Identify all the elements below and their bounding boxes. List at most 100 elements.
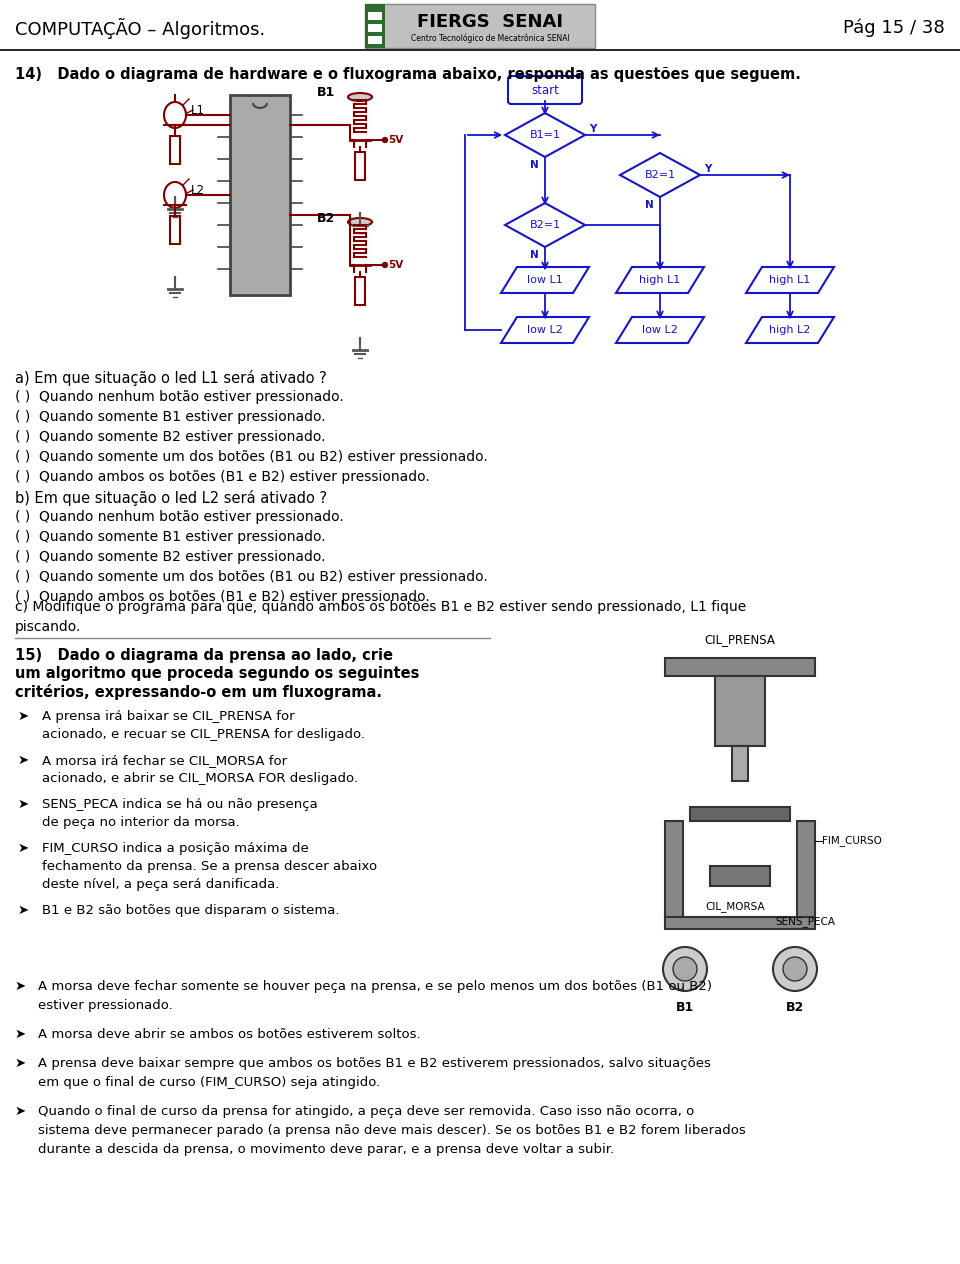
Text: Centro Tecnológico de Mecatrônica SENAI: Centro Tecnológico de Mecatrônica SENAI (411, 33, 569, 43)
Polygon shape (501, 267, 589, 293)
FancyBboxPatch shape (230, 95, 290, 295)
Text: ➤: ➤ (15, 1028, 26, 1042)
Text: low L2: low L2 (642, 325, 678, 335)
Circle shape (382, 263, 388, 268)
Text: B2: B2 (317, 211, 335, 225)
Polygon shape (616, 267, 704, 293)
Text: A prensa irá baixar se CIL_PRENSA for: A prensa irá baixar se CIL_PRENSA for (42, 710, 295, 723)
Text: 15)   Dado o diagrama da prensa ao lado, crie: 15) Dado o diagrama da prensa ao lado, c… (15, 648, 393, 664)
Polygon shape (505, 112, 585, 157)
Text: Quando o final de curso da prensa for atingido, a peça deve ser removida. Caso i: Quando o final de curso da prensa for at… (38, 1105, 694, 1117)
FancyBboxPatch shape (665, 916, 815, 929)
Text: B2=1: B2=1 (644, 169, 676, 179)
Text: FIERGS  SENAI: FIERGS SENAI (417, 13, 563, 32)
Text: ➤: ➤ (18, 904, 29, 916)
Text: ➤: ➤ (18, 842, 29, 854)
Text: high L1: high L1 (639, 276, 681, 284)
Text: fechamento da prensa. Se a prensa descer abaixo: fechamento da prensa. Se a prensa descer… (42, 860, 377, 873)
Text: A morsa deve fechar somente se houver peça na prensa, e se pelo menos um dos bot: A morsa deve fechar somente se houver pe… (38, 980, 712, 994)
FancyBboxPatch shape (797, 822, 815, 921)
Text: ( )  Quando somente B2 estiver pressionado.: ( ) Quando somente B2 estiver pressionad… (15, 430, 325, 444)
Polygon shape (501, 317, 589, 343)
FancyBboxPatch shape (368, 35, 382, 44)
Text: low L2: low L2 (527, 325, 563, 335)
FancyBboxPatch shape (690, 806, 790, 822)
FancyBboxPatch shape (710, 866, 770, 886)
FancyBboxPatch shape (365, 4, 385, 48)
Polygon shape (620, 153, 700, 197)
Text: B1 e B2 são botões que disparam o sistema.: B1 e B2 são botões que disparam o sistem… (42, 904, 340, 916)
Text: B2: B2 (786, 1001, 804, 1014)
Text: SENS_PECA indica se há ou não presença: SENS_PECA indica se há ou não presença (42, 798, 318, 811)
Text: acionado, e recuar se CIL_PRENSA for desligado.: acionado, e recuar se CIL_PRENSA for des… (42, 728, 365, 741)
FancyBboxPatch shape (170, 216, 180, 244)
Text: high L2: high L2 (769, 325, 810, 335)
Text: B2=1: B2=1 (529, 220, 561, 230)
Text: em que o final de curso (FIM_CURSO) seja atingido.: em que o final de curso (FIM_CURSO) seja… (38, 1076, 380, 1090)
Text: SENS_PECA: SENS_PECA (775, 916, 835, 927)
Ellipse shape (348, 217, 372, 226)
Text: ➤: ➤ (18, 798, 29, 811)
Text: acionado, e abrir se CIL_MORSA FOR desligado.: acionado, e abrir se CIL_MORSA FOR desli… (42, 772, 358, 785)
Text: ( )  Quando ambos os botões (B1 e B2) estiver pressionado.: ( ) Quando ambos os botões (B1 e B2) est… (15, 470, 430, 484)
Text: B1: B1 (317, 86, 335, 100)
FancyBboxPatch shape (665, 659, 815, 676)
Polygon shape (505, 204, 585, 246)
Text: CIL_PRENSA: CIL_PRENSA (705, 633, 776, 646)
Text: ( )  Quando ambos os botões (B1 e B2) estiver pressionado.: ( ) Quando ambos os botões (B1 e B2) est… (15, 590, 430, 604)
Text: high L1: high L1 (769, 276, 810, 284)
Text: 5V: 5V (388, 260, 403, 270)
Text: estiver pressionado.: estiver pressionado. (38, 999, 173, 1012)
Text: ( )  Quando somente B2 estiver pressionado.: ( ) Quando somente B2 estiver pressionad… (15, 550, 325, 564)
Text: deste nível, a peça será danificada.: deste nível, a peça será danificada. (42, 878, 279, 891)
Text: ➤: ➤ (18, 755, 29, 767)
Text: ➤: ➤ (15, 1105, 26, 1117)
Text: L2: L2 (191, 183, 205, 196)
Polygon shape (746, 267, 834, 293)
Text: ( )  Quando nenhum botão estiver pressionado.: ( ) Quando nenhum botão estiver pression… (15, 509, 344, 525)
Text: low L1: low L1 (527, 276, 563, 284)
Text: A morsa deve abrir se ambos os botões estiverem soltos.: A morsa deve abrir se ambos os botões es… (38, 1028, 420, 1042)
FancyBboxPatch shape (365, 4, 595, 48)
Text: start: start (531, 83, 559, 96)
FancyBboxPatch shape (355, 277, 365, 305)
Text: ( )  Quando somente B1 estiver pressionado.: ( ) Quando somente B1 estiver pressionad… (15, 410, 325, 423)
Text: ➤: ➤ (15, 1057, 26, 1071)
Circle shape (382, 138, 388, 143)
Text: N: N (645, 200, 654, 210)
FancyBboxPatch shape (355, 152, 365, 179)
Ellipse shape (348, 94, 372, 101)
FancyBboxPatch shape (715, 676, 765, 746)
FancyBboxPatch shape (368, 24, 382, 32)
Text: ( )  Quando somente B1 estiver pressionado.: ( ) Quando somente B1 estiver pressionad… (15, 530, 325, 544)
Text: de peça no interior da morsa.: de peça no interior da morsa. (42, 817, 240, 829)
Text: um algoritmo que proceda segundo os seguintes: um algoritmo que proceda segundo os segu… (15, 666, 420, 681)
Text: ➤: ➤ (18, 710, 29, 723)
Text: c) Modifique o programa para que, quando ambos os botões B1 e B2 estiver sendo p: c) Modifique o programa para que, quando… (15, 600, 746, 614)
Text: L1: L1 (191, 104, 205, 116)
Text: A prensa deve baixar sempre que ambos os botões B1 e B2 estiverem pressionados, : A prensa deve baixar sempre que ambos os… (38, 1057, 710, 1071)
Polygon shape (746, 317, 834, 343)
Text: B1: B1 (676, 1001, 694, 1014)
FancyBboxPatch shape (170, 137, 180, 164)
Text: sistema deve permanecer parado (a prensa não deve mais descer). Se os botões B1 : sistema deve permanecer parado (a prensa… (38, 1124, 746, 1138)
Text: b) Em que situação o led L2 será ativado ?: b) Em que situação o led L2 será ativado… (15, 490, 327, 506)
Ellipse shape (164, 182, 186, 209)
Text: 5V: 5V (388, 135, 403, 145)
Text: FIM_CURSO indica a posição máxima de: FIM_CURSO indica a posição máxima de (42, 842, 309, 854)
Text: Y: Y (589, 124, 596, 134)
FancyBboxPatch shape (368, 11, 382, 20)
FancyBboxPatch shape (732, 746, 748, 781)
Text: Y: Y (704, 164, 711, 174)
Text: CIL_MORSA: CIL_MORSA (706, 901, 765, 911)
Ellipse shape (164, 102, 186, 128)
FancyBboxPatch shape (508, 76, 582, 104)
Text: piscando.: piscando. (15, 621, 82, 635)
Text: 14)   Dado o diagrama de hardware e o fluxograma abaixo, responda as questões qu: 14) Dado o diagrama de hardware e o flux… (15, 67, 801, 82)
Text: B1=1: B1=1 (530, 130, 561, 140)
Text: ➤: ➤ (15, 980, 26, 994)
Text: A morsa irá fechar se CIL_MORSA for: A morsa irá fechar se CIL_MORSA for (42, 755, 287, 767)
Circle shape (773, 947, 817, 991)
Text: ( )  Quando somente um dos botões (B1 ou B2) estiver pressionado.: ( ) Quando somente um dos botões (B1 ou … (15, 570, 488, 584)
Text: ( )  Quando nenhum botão estiver pressionado.: ( ) Quando nenhum botão estiver pression… (15, 391, 344, 404)
